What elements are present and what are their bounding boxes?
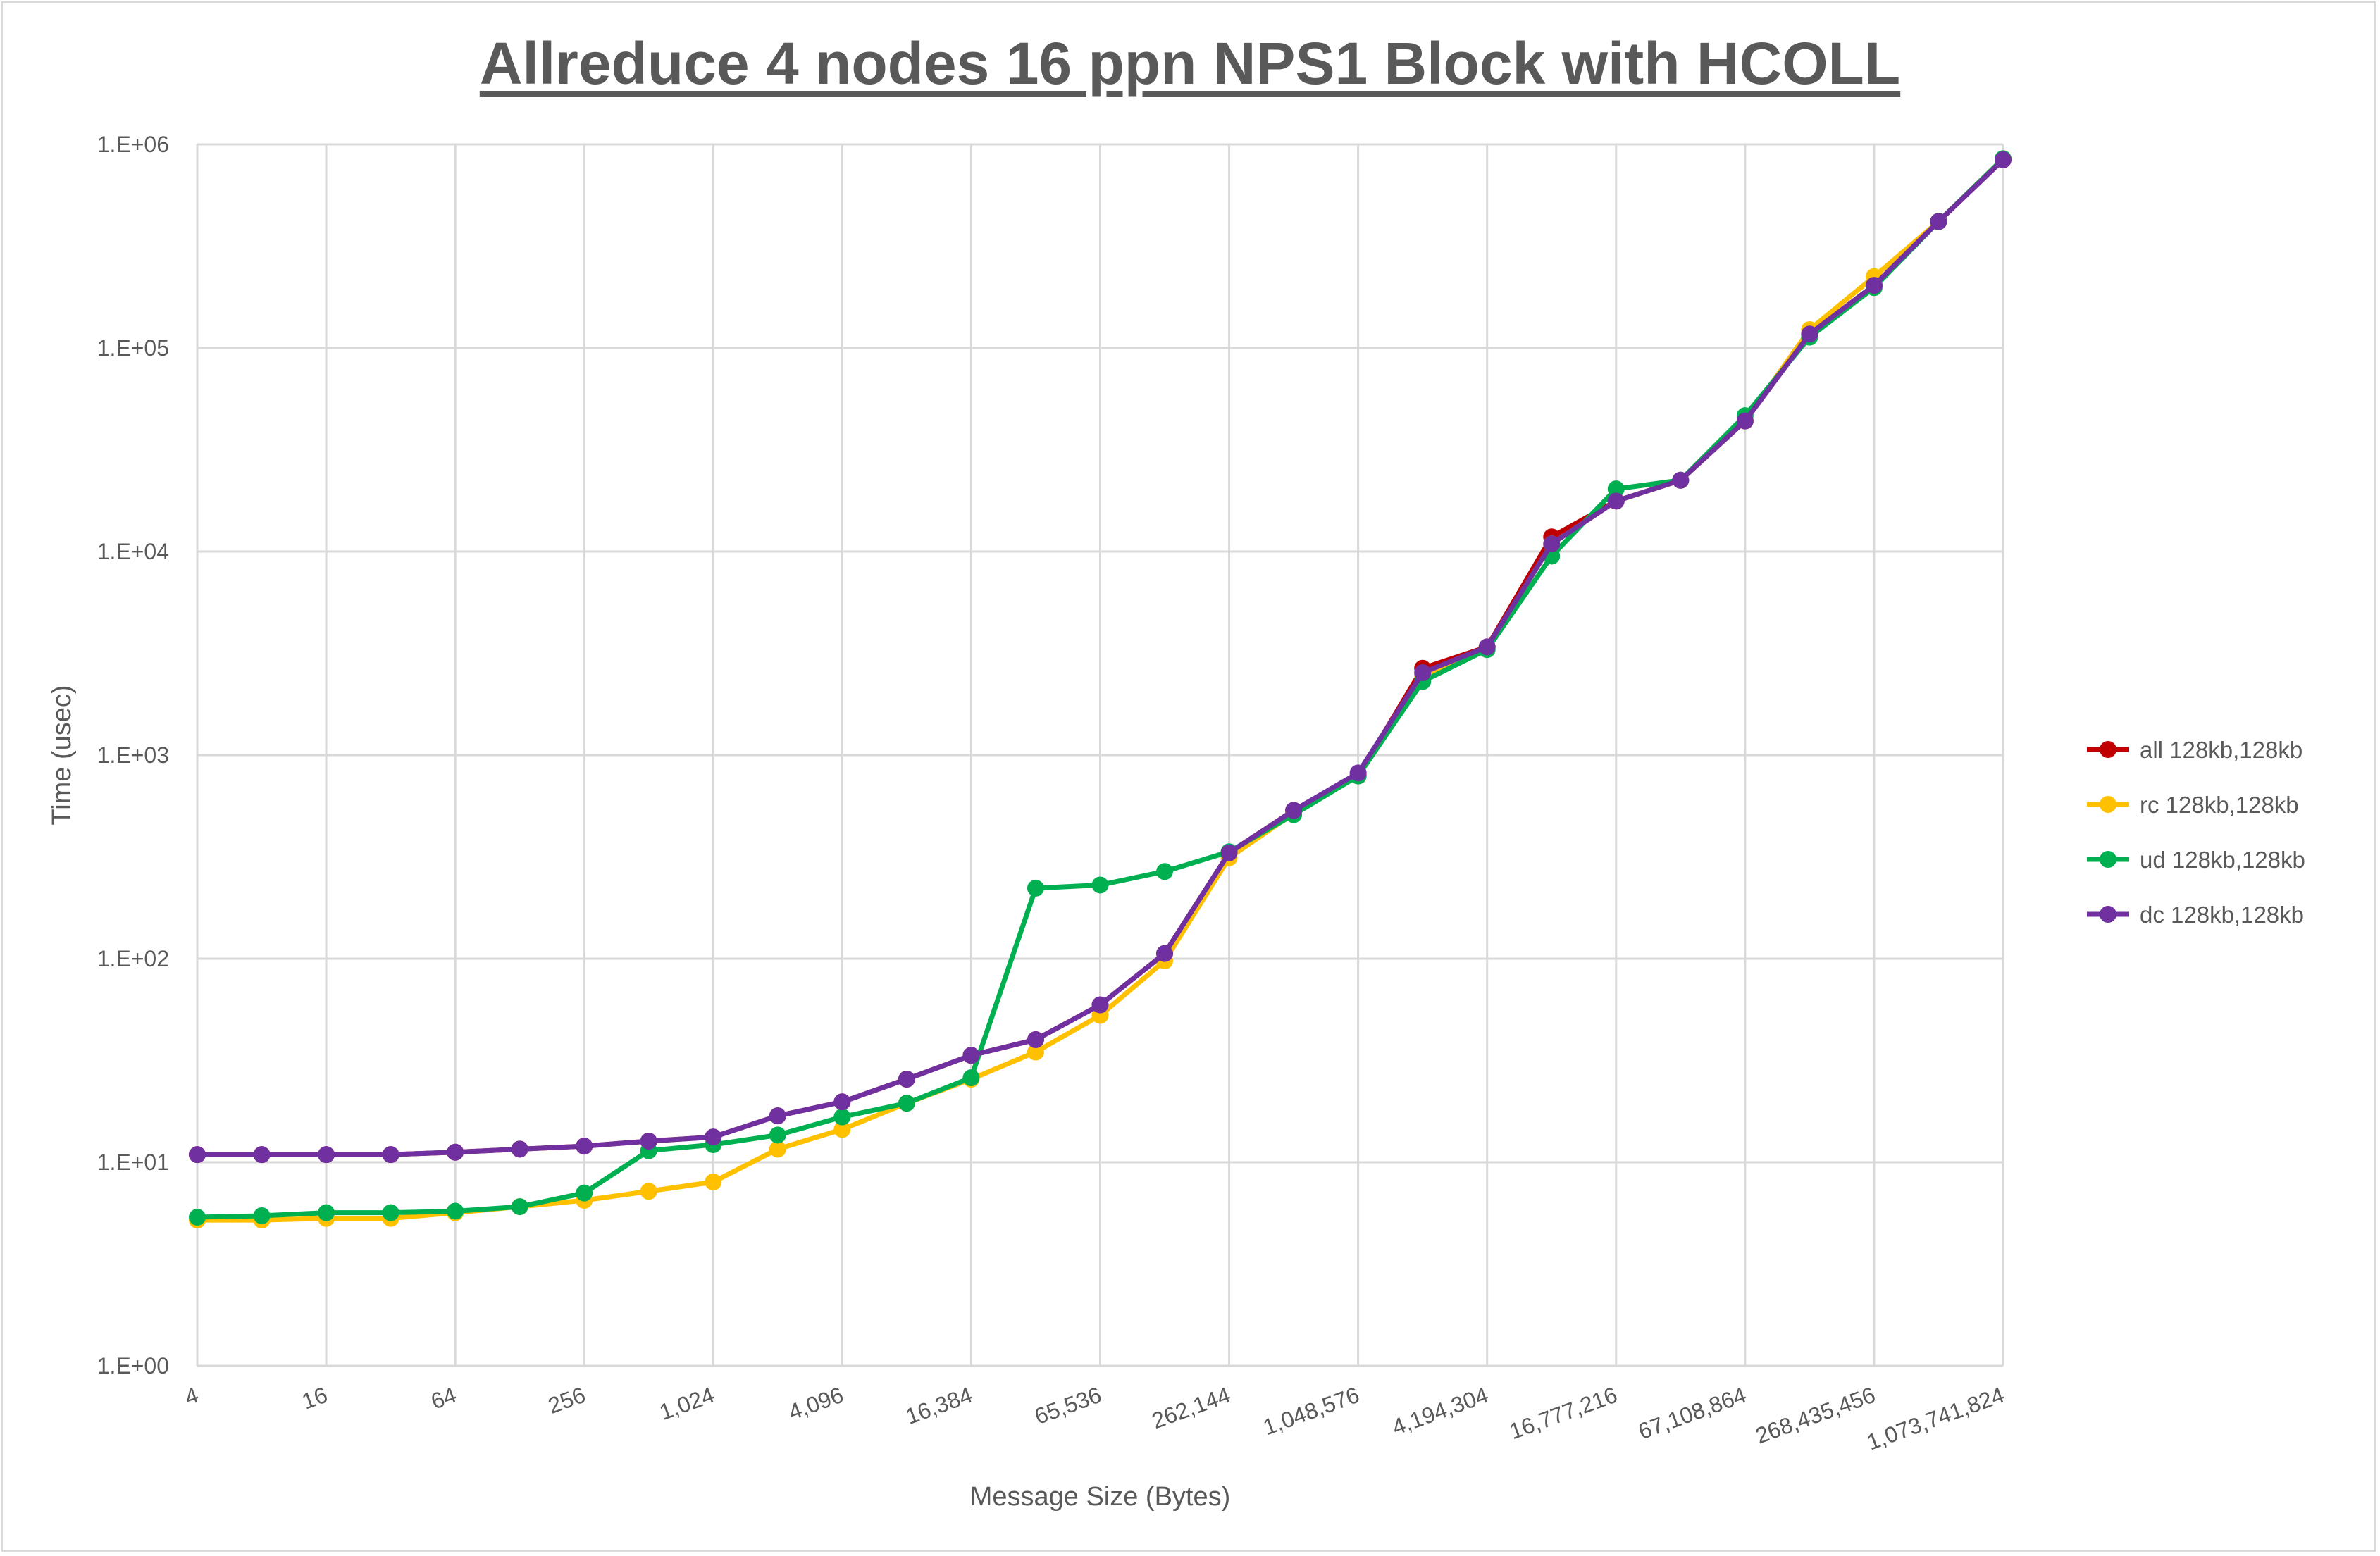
y-axis-title: Time (usec): [47, 685, 77, 825]
x-tick-label: 4,096: [785, 1382, 847, 1425]
data-point: [962, 1069, 980, 1087]
y-tick-label: 1.E+01: [97, 1150, 169, 1175]
data-point: [1607, 492, 1625, 510]
data-point: [253, 1207, 271, 1224]
y-tick-label: 1.E+00: [97, 1353, 169, 1378]
x-tick-label: 67,108,864: [1635, 1382, 1749, 1445]
x-tick-label: 1,048,576: [1260, 1382, 1363, 1440]
data-point: [511, 1140, 528, 1158]
data-point: [1091, 876, 1109, 894]
x-tick-label: 4,194,304: [1389, 1382, 1492, 1440]
data-point: [769, 1126, 786, 1144]
data-point: [189, 1146, 206, 1164]
data-point: [1285, 802, 1303, 819]
data-point: [769, 1107, 786, 1125]
data-point: [189, 1209, 206, 1226]
y-tick-label: 1.E+02: [97, 946, 169, 971]
y-tick-label: 1.E+03: [97, 742, 169, 768]
data-point: [382, 1204, 399, 1221]
data-point: [1414, 664, 1432, 682]
x-tick-label: 268,435,456: [1752, 1382, 1879, 1449]
legend-marker: [2100, 741, 2116, 758]
data-point: [447, 1143, 464, 1161]
x-axis-title: Message Size (Bytes): [970, 1482, 1231, 1512]
data-point: [1607, 480, 1625, 498]
legend-label: ud 128kb,128kb: [2140, 847, 2305, 873]
data-point: [769, 1140, 786, 1158]
legend-label: dc 128kb,128kb: [2140, 902, 2304, 928]
y-tick-label: 1.E+06: [97, 132, 169, 157]
data-point: [898, 1095, 915, 1112]
x-tick-label: 1,073,741,824: [1864, 1382, 2008, 1455]
data-point: [1736, 412, 1754, 430]
data-point: [1865, 277, 1883, 294]
data-point: [1349, 764, 1367, 782]
data-point: [833, 1121, 851, 1138]
data-point: [1930, 213, 1947, 230]
x-tick-label: 16,777,216: [1506, 1382, 1620, 1445]
data-point: [318, 1204, 335, 1221]
data-point: [833, 1093, 851, 1111]
data-point: [962, 1047, 980, 1064]
y-tick-label: 1.E+04: [97, 539, 169, 564]
x-tick-label: 4: [181, 1382, 202, 1410]
data-point: [447, 1202, 464, 1220]
legend-label: all 128kb,128kb: [2140, 737, 2302, 763]
data-point: [511, 1198, 528, 1216]
legend-label: rc 128kb,128kb: [2140, 792, 2299, 818]
data-point: [1027, 1031, 1044, 1049]
x-tick-label: 16,384: [903, 1382, 976, 1429]
series-dc: [189, 151, 2012, 1164]
data-point: [833, 1108, 851, 1126]
data-point: [640, 1133, 657, 1150]
x-tick-label: 16: [299, 1382, 331, 1414]
legend-marker: [2100, 906, 2116, 923]
y-tick-label: 1.E+05: [97, 335, 169, 361]
data-point: [1027, 879, 1044, 897]
data-point: [1156, 863, 1174, 880]
data-point: [640, 1183, 657, 1200]
x-tick-label: 256: [545, 1382, 588, 1419]
data-point: [382, 1146, 399, 1164]
data-point: [1156, 945, 1174, 962]
data-point: [1672, 471, 1690, 489]
data-point: [1801, 325, 1818, 343]
x-tick-label: 65,536: [1031, 1382, 1105, 1429]
data-point: [705, 1174, 722, 1191]
data-point: [1478, 638, 1496, 656]
data-point: [1995, 151, 2012, 168]
data-point: [1220, 844, 1238, 861]
x-tick-label: 262,144: [1148, 1382, 1234, 1433]
data-point: [576, 1138, 593, 1155]
data-point: [318, 1146, 335, 1164]
data-point: [576, 1184, 593, 1202]
data-point: [705, 1128, 722, 1146]
data-point: [253, 1146, 271, 1164]
chart-title: Allreduce 4 nodes 16 ppn NPS1 Block with…: [479, 30, 1901, 97]
legend-marker: [2100, 851, 2116, 868]
legend-marker: [2100, 796, 2116, 813]
x-tick-label: 1,024: [656, 1382, 718, 1425]
x-tick-label: 64: [428, 1382, 460, 1414]
data-point: [1543, 535, 1561, 553]
data-point: [1091, 996, 1109, 1014]
data-point: [898, 1071, 915, 1088]
data-point: [1027, 1043, 1044, 1061]
